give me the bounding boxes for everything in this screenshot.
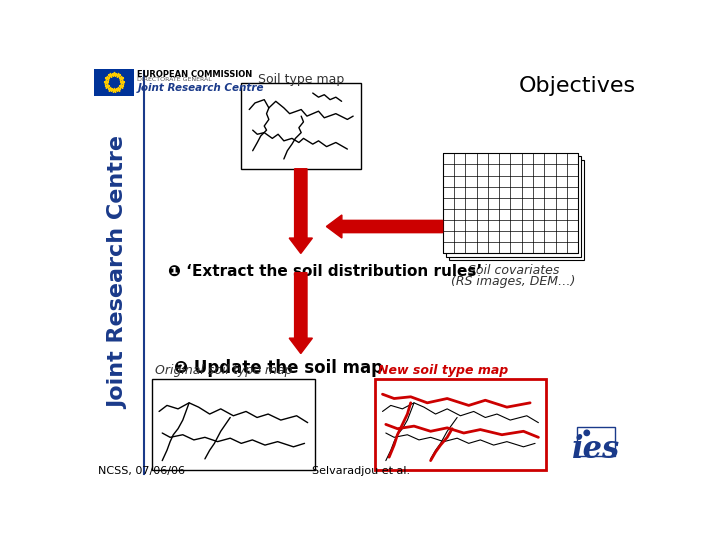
Text: ❶ ‘Extract the soil distribution rules’: ❶ ‘Extract the soil distribution rules’ bbox=[168, 264, 482, 279]
Circle shape bbox=[584, 430, 590, 436]
Bar bbox=[577, 427, 615, 456]
Bar bbox=[446, 157, 581, 256]
Text: ❷ Update the soil map: ❷ Update the soil map bbox=[174, 359, 383, 377]
Text: DIRECTORATE GENERAL: DIRECTORATE GENERAL bbox=[138, 77, 212, 82]
FancyArrow shape bbox=[326, 215, 443, 238]
Text: Soil type map: Soil type map bbox=[258, 73, 344, 86]
Text: Joint Research Centre: Joint Research Centre bbox=[138, 83, 264, 92]
Text: EUROPEAN COMMISSION: EUROPEAN COMMISSION bbox=[138, 70, 253, 79]
Text: Joint Research Centre: Joint Research Centre bbox=[108, 136, 128, 409]
Text: ies: ies bbox=[572, 434, 620, 465]
Text: (RS images, DEM…): (RS images, DEM…) bbox=[451, 275, 576, 288]
FancyArrow shape bbox=[289, 273, 312, 354]
Bar bbox=[152, 379, 315, 470]
Bar bbox=[94, 69, 134, 96]
Text: Selvaradjou et al.: Selvaradjou et al. bbox=[312, 466, 410, 476]
Bar bbox=[449, 159, 585, 260]
Text: Objectives: Objectives bbox=[519, 76, 636, 96]
Bar bbox=[241, 83, 361, 168]
Text: New soil type map: New soil type map bbox=[378, 363, 508, 377]
Bar bbox=[443, 153, 578, 253]
Text: Original soil type map: Original soil type map bbox=[155, 363, 292, 377]
Text: Soil covariates: Soil covariates bbox=[468, 264, 559, 277]
FancyArrow shape bbox=[289, 168, 312, 253]
Bar bbox=[375, 379, 546, 470]
Text: NCSS, 07/06/06: NCSS, 07/06/06 bbox=[98, 466, 185, 476]
